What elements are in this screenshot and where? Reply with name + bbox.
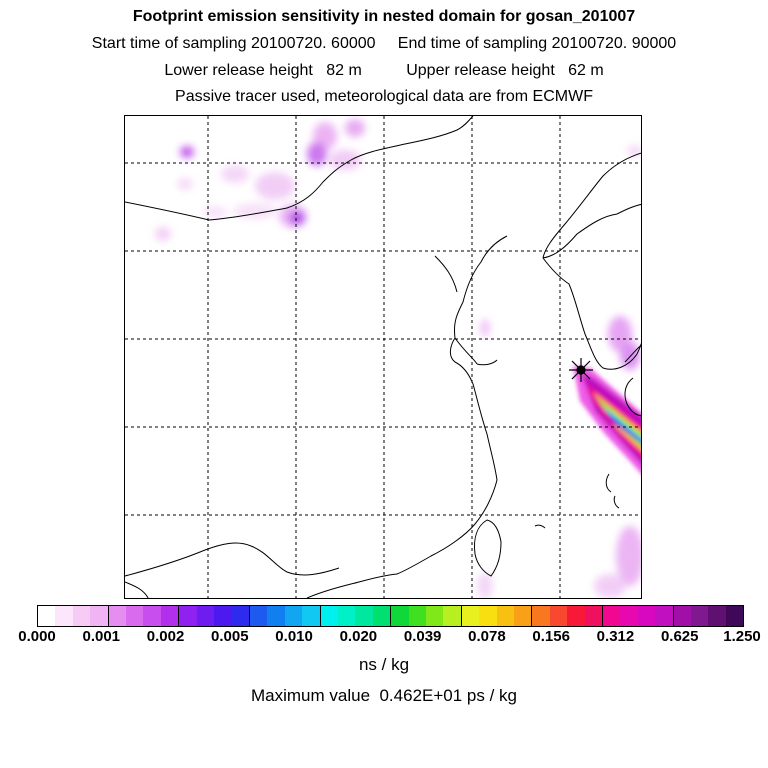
colorbar-segment bbox=[549, 606, 568, 626]
colorbar-segment bbox=[90, 606, 109, 626]
colorbar-segment bbox=[320, 606, 338, 626]
colorbar-segment bbox=[267, 606, 285, 626]
colorbar-segment bbox=[584, 606, 603, 626]
colorbar-segment bbox=[160, 606, 180, 626]
colorbar-segment bbox=[655, 606, 674, 626]
colorbar-segment bbox=[637, 606, 656, 626]
colorbar-segment bbox=[603, 606, 621, 626]
colorbar-segment bbox=[284, 606, 303, 626]
colorbar bbox=[37, 605, 744, 627]
colorbar-segment bbox=[179, 606, 197, 626]
graticule bbox=[125, 116, 641, 598]
colorbar-segment bbox=[691, 606, 709, 626]
sensitivity-plume bbox=[573, 366, 641, 474]
colorbar-segment bbox=[38, 606, 56, 626]
colorbar-segment bbox=[55, 606, 73, 626]
colorbar-tick-label: 0.001 bbox=[82, 628, 121, 645]
colorbar-segment bbox=[408, 606, 426, 626]
colorbar-tick-label: 0.005 bbox=[211, 628, 249, 645]
colorbar-segment bbox=[126, 606, 144, 626]
colorbar-segment bbox=[425, 606, 444, 626]
colorbar-segment bbox=[513, 606, 533, 626]
map-canvas bbox=[125, 116, 641, 598]
sensitivity-field-korea bbox=[480, 145, 641, 370]
colorbar-tick-label: 0.078 bbox=[468, 628, 506, 645]
colorbar-segment bbox=[231, 606, 250, 626]
colorbar-segment bbox=[72, 606, 91, 626]
colorbar-segment bbox=[443, 606, 462, 626]
maximum-value-label: Maximum value 0.462E+01 ps / kg bbox=[251, 686, 517, 705]
colorbar-tick-label: 0.156 bbox=[532, 628, 570, 645]
footprint-map bbox=[124, 115, 642, 599]
sampling-time-line: Start time of sampling 20100720. 60000 E… bbox=[91, 35, 677, 52]
colorbar-segment bbox=[391, 606, 409, 626]
colorbar-tick-label: 0.039 bbox=[403, 628, 442, 645]
colorbar-segment bbox=[337, 606, 356, 626]
colorbar-segment bbox=[479, 606, 497, 626]
receptor-star-icon bbox=[569, 358, 593, 382]
coastlines bbox=[125, 116, 641, 598]
sensitivity-field-south bbox=[477, 526, 641, 598]
colorbar-segment bbox=[355, 606, 373, 626]
colorbar-segment bbox=[214, 606, 232, 626]
release-height-line: Lower release height 82 m Upper release … bbox=[164, 62, 604, 79]
colorbar-tick-label: 0.010 bbox=[275, 628, 313, 645]
colorbar-segment bbox=[725, 606, 744, 626]
colorbar-segment bbox=[372, 606, 392, 626]
map-title: Footprint emission sensitivity in nested… bbox=[132, 8, 636, 25]
colorbar-tick-label: 0.625 bbox=[660, 628, 699, 645]
colorbar-segment bbox=[567, 606, 585, 626]
colorbar-segment bbox=[496, 606, 514, 626]
colorbar-segment bbox=[708, 606, 726, 626]
colorbar-segment bbox=[196, 606, 215, 626]
colorbar-tick-label: 0.000 bbox=[18, 628, 56, 645]
colorbar-tick-label: 1.250 bbox=[723, 628, 761, 645]
colorbar-segment bbox=[532, 606, 550, 626]
tracer-info-line: Passive tracer used, meteorological data… bbox=[175, 88, 593, 105]
colorbar-tick-label: 0.002 bbox=[146, 628, 185, 645]
colorbar-segment bbox=[143, 606, 161, 626]
colorbar-segment bbox=[249, 606, 268, 626]
colorbar-segment bbox=[673, 606, 692, 626]
colorbar-segment bbox=[620, 606, 638, 626]
colorbar-tick-label: 0.312 bbox=[596, 628, 635, 645]
colorbar-tick-label: 0.020 bbox=[339, 628, 378, 645]
colorbar-unit: ns / kg bbox=[358, 655, 410, 674]
colorbar-segment bbox=[108, 606, 127, 626]
sensitivity-field-north bbox=[155, 119, 365, 241]
colorbar-segment bbox=[461, 606, 480, 626]
colorbar-segment bbox=[302, 606, 321, 626]
